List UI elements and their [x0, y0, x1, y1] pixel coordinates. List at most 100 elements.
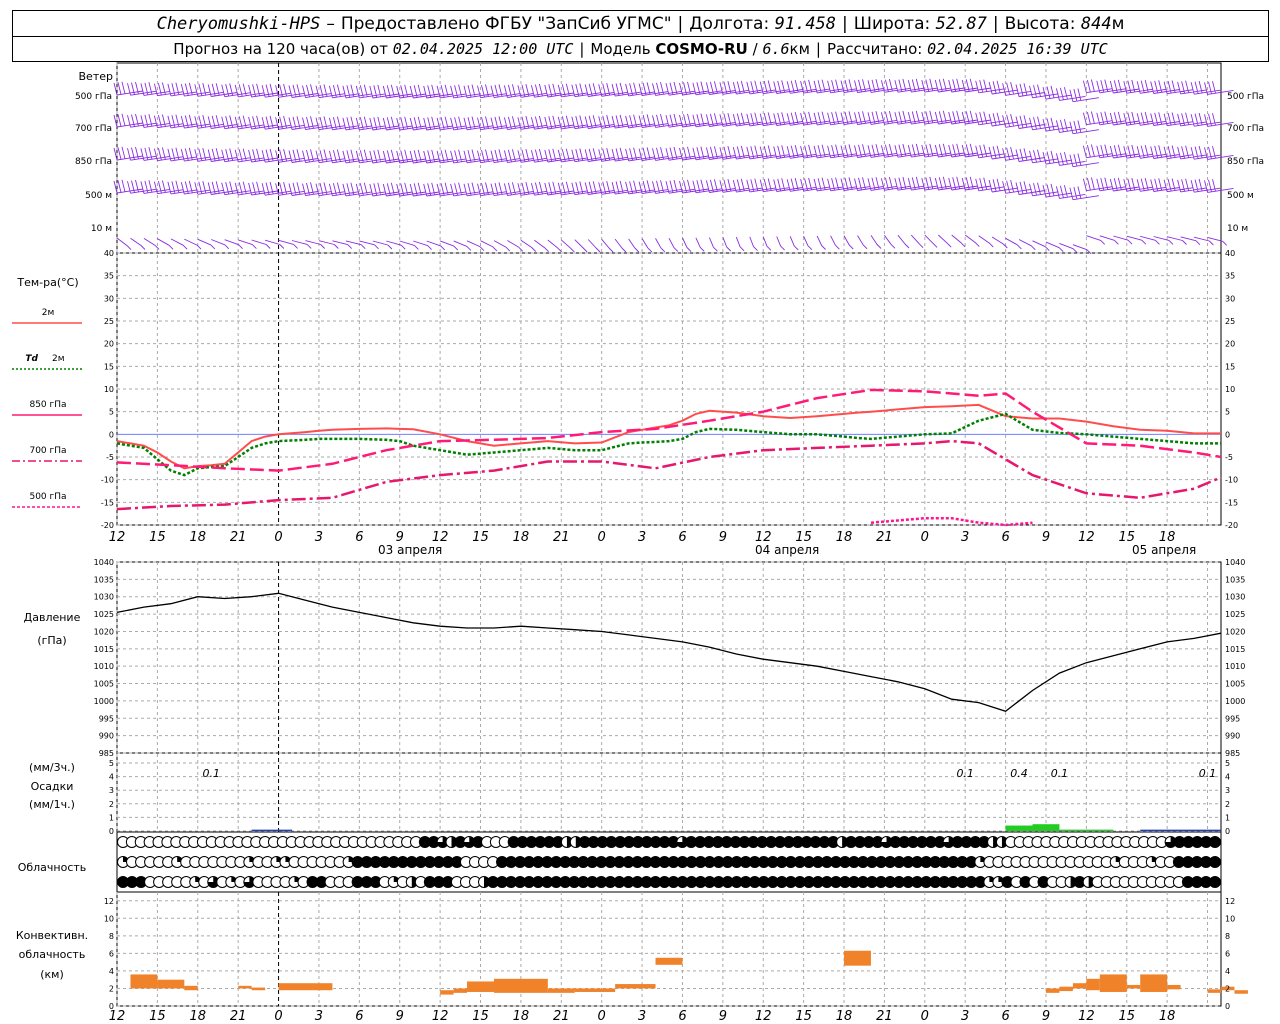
hour-tick-label: 12: [109, 530, 126, 545]
model-res-unit: км: [789, 40, 810, 58]
model-res-value: 6.6: [762, 40, 790, 58]
pressure-unit: (гПа): [37, 634, 66, 647]
hour-tick-label: 12: [755, 530, 772, 545]
hour-tick-label-bottom: 6: [1001, 1009, 1009, 1024]
header-title-bar: Cheryomushki-HPS – Предоставлено ФГБУ "З…: [12, 10, 1269, 37]
hour-tick-label: 0: [274, 530, 282, 545]
convective-bar: [1086, 978, 1100, 991]
convective-bar: [493, 978, 548, 993]
cloud-three-quarter: [881, 836, 893, 848]
hour-tick-label: 15: [472, 530, 489, 545]
conv-tick-label-right: 8: [1225, 932, 1230, 941]
cloud-symbol: [1209, 836, 1221, 848]
temp-tick-label: 20: [104, 340, 114, 349]
hour-tick-label: 6: [1001, 530, 1009, 545]
pressure-tick-label-right: 990: [1225, 732, 1240, 741]
convective-bar: [1072, 983, 1087, 989]
temp-tick-label-right: 5: [1225, 408, 1230, 417]
pressure-tick-label: 1005: [94, 680, 114, 689]
hour-tick-label-bottom: 0: [921, 1009, 929, 1024]
date-label: 03 апреля: [378, 543, 442, 557]
hour-tick-label-bottom: 3: [315, 1009, 323, 1024]
hour-tick-label-bottom: 21: [230, 1009, 247, 1024]
convective-bar: [238, 985, 252, 989]
pressure-tick-label-right: 1040: [1225, 558, 1245, 567]
temp-title: Тем-ра(°C): [16, 276, 78, 289]
top-frame: [116, 62, 1222, 526]
conv-tick-label: 12: [104, 897, 114, 906]
lon-label: Долгота:: [689, 13, 770, 34]
precip-tick-label: 5: [109, 759, 114, 768]
convective-bar: [1059, 986, 1073, 992]
temp-tick-label-right: 35: [1225, 272, 1235, 281]
hour-tick-label-bottom: 15: [149, 1009, 166, 1024]
conv-title-1: Конвективн.: [16, 929, 88, 942]
pressure-tick-label: 1000: [94, 697, 114, 706]
cloud-three-quarter: [1165, 836, 1177, 848]
conv-unit: (км): [40, 968, 64, 981]
hour-tick-label-bottom: 12: [432, 1009, 449, 1024]
temp-tick-label: -20: [101, 521, 114, 530]
convective-bar: [1045, 988, 1060, 993]
hour-tick-label-bottom: 21: [553, 1009, 570, 1024]
temp-tick-label: -5: [106, 453, 114, 462]
hour-tick-label-bottom: 0: [274, 1009, 282, 1024]
conv-title-2: облачность: [19, 948, 86, 961]
cloud-three-quarter: [676, 836, 688, 848]
temp-tick-label: 15: [104, 362, 114, 371]
hour-tick-label: 3: [638, 530, 646, 545]
hour-tick-label: 3: [961, 530, 969, 545]
lon-value: 91.458: [774, 13, 837, 34]
hour-tick-label: 0: [921, 530, 929, 545]
hour-tick-label-bottom: 6: [678, 1009, 686, 1024]
conv-tick-label: 8: [109, 932, 114, 941]
hour-tick-label: 18: [836, 530, 853, 545]
convective-bar: [615, 984, 656, 989]
convective-bar: [130, 974, 158, 989]
temp-tick-label: 30: [104, 294, 114, 303]
temp-tick-label: 0: [109, 430, 114, 439]
precip-annotation: 0.4: [1010, 767, 1028, 780]
temp-tick-label-right: 15: [1225, 362, 1235, 371]
pressure-tick-label-right: 1025: [1225, 610, 1245, 619]
cloud-symbol: [243, 876, 256, 888]
temp-tick-label-right: 20: [1225, 340, 1235, 349]
temp-tick-label: 25: [104, 317, 114, 326]
wind-barbs-row: [113, 78, 1234, 103]
convective-bar: [157, 979, 185, 989]
series-line-Td-2м: [116, 412, 1221, 477]
convective-bar: [453, 988, 468, 993]
legend-t2m-label: 2м: [42, 308, 55, 318]
hour-tick-label-bottom: 12: [755, 1009, 772, 1024]
hour-tick-label: 21: [876, 530, 893, 545]
pressure-tick-label: 995: [99, 714, 114, 723]
wind-barbs-row: [113, 143, 1234, 168]
pressure-tick-label: 1030: [94, 593, 114, 602]
wind-level-label-right: 10 м: [1227, 224, 1248, 234]
hour-tick-label-bottom: 3: [961, 1009, 969, 1024]
pressure-tick-label-right: 1015: [1225, 645, 1245, 654]
forecast-start: 02.04.2025 12:00 UTC: [392, 40, 574, 58]
series-line-500-гПа: [870, 516, 1033, 527]
provider-text: Предоставлено ФГБУ "ЗапСиб УГМС": [340, 13, 672, 34]
conv-tick-label: 6: [109, 949, 114, 958]
conv-tick-label-right: 6: [1225, 949, 1230, 958]
cloud-full: [1209, 876, 1221, 888]
forecast-label: Прогноз на 120 часа(ов) от: [173, 40, 388, 58]
temperature-panel: [116, 388, 1222, 527]
hour-tick-label-bottom: 21: [876, 1009, 893, 1024]
temp-tick-label: -15: [101, 498, 114, 507]
hour-tick-label-bottom: 9: [719, 1009, 727, 1024]
pressure-tick-label-right: 995: [1225, 714, 1240, 723]
convective-bar: [844, 950, 871, 966]
hour-tick-label-bottom: 3: [638, 1009, 646, 1024]
convective-bar: [547, 988, 575, 993]
hour-tick-label: 18: [513, 530, 530, 545]
cloud-three-quarter: [437, 836, 449, 848]
precip-title: Осадки: [31, 780, 74, 793]
cloud-full: [1209, 856, 1221, 868]
header-forecast-bar: Прогноз на 120 часа(ов) от 02.04.2025 12…: [12, 36, 1269, 62]
bottom-frame: [116, 561, 1222, 1007]
hour-tick-label: 9: [719, 530, 727, 545]
hour-tick-label-bottom: 18: [836, 1009, 853, 1024]
